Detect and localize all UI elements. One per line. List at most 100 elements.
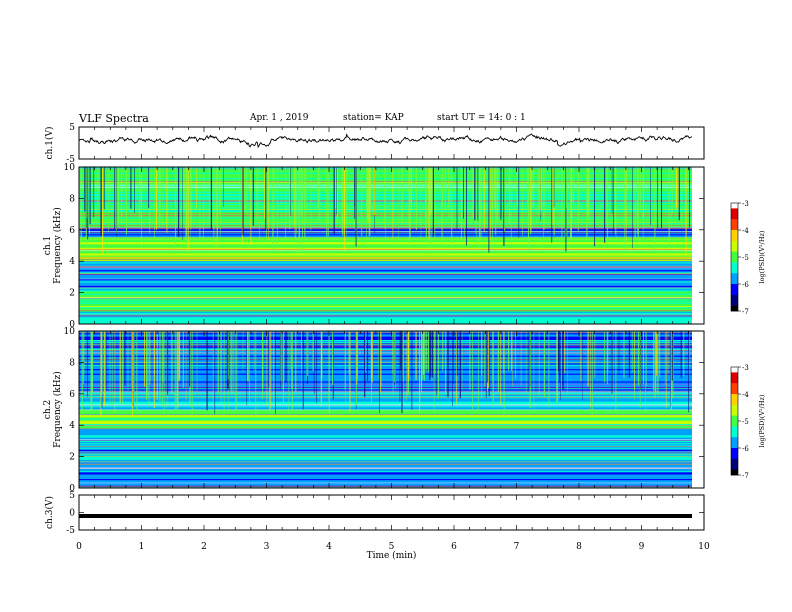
colorbar-segment <box>731 278 738 281</box>
colorbar-segment <box>731 203 738 206</box>
spectrogram-gap <box>692 331 704 488</box>
spectral-band <box>79 219 704 222</box>
spectral-band <box>79 204 704 206</box>
spectral-band <box>79 179 704 181</box>
spectral-band <box>79 271 704 273</box>
spectral-band <box>79 342 704 344</box>
spectral-band <box>79 187 704 189</box>
spectral-band <box>79 288 704 290</box>
spectral-band <box>79 430 704 433</box>
colorbar-segment <box>731 282 738 285</box>
colorbar-segment <box>731 266 738 269</box>
colorbar-segment <box>731 410 738 413</box>
colorbar-segment <box>731 451 738 454</box>
colorbar-segment <box>731 392 738 395</box>
spectral-band <box>79 389 704 391</box>
x-tick-label: 9 <box>639 542 645 552</box>
colorbar-tick-label: -7 <box>742 308 749 316</box>
spectral-band <box>79 174 704 177</box>
spectral-band <box>79 191 704 194</box>
spectral-band <box>79 480 704 482</box>
colorbar-segment <box>731 440 738 443</box>
spectral-band <box>79 190 704 193</box>
colorbar-segment <box>731 228 738 231</box>
spectral-band <box>79 196 704 198</box>
x-tick-label: 3 <box>264 542 270 552</box>
spectral-band <box>79 459 704 462</box>
colorbar-segment <box>731 446 738 449</box>
ch2-freq-tick-label: 4 <box>69 421 75 431</box>
colorbar-segment <box>731 467 738 470</box>
spectral-band <box>79 407 704 409</box>
spectral-band <box>79 408 704 410</box>
colorbar-segment <box>731 399 738 402</box>
spectral-band <box>79 202 704 205</box>
spectral-band <box>79 263 704 265</box>
spectral-band <box>79 282 704 285</box>
colorbar-segment <box>731 275 738 278</box>
colorbar-segment <box>731 469 738 472</box>
ch1-freq-ylabel: ch.1 <box>43 236 53 255</box>
spectral-band <box>79 299 704 301</box>
colorbar-segment <box>731 253 738 256</box>
colorbar-segment <box>731 226 738 229</box>
colorbar-segment <box>731 394 738 397</box>
spectral-band <box>79 243 704 245</box>
colorbar-segment <box>731 298 738 301</box>
spectral-band <box>79 338 704 341</box>
spectral-band <box>79 255 704 258</box>
spectral-band <box>79 180 704 182</box>
spectral-band <box>79 360 704 362</box>
colorbar-tick-label: -6 <box>742 445 749 453</box>
spectral-band <box>79 347 704 350</box>
spectral-band <box>79 474 704 477</box>
colorbar-tick-label: -4 <box>742 227 749 235</box>
spectral-band <box>79 214 704 216</box>
spectral-band <box>79 372 704 375</box>
spectral-band <box>79 195 704 197</box>
spectral-band <box>79 309 704 311</box>
colorbar-segment <box>731 406 738 409</box>
colorbar-segment <box>731 237 738 240</box>
colorbar-segment <box>731 435 738 438</box>
spectral-band <box>79 247 704 250</box>
spectral-band <box>79 468 704 471</box>
spectral-band <box>79 285 704 288</box>
ch1-freq-tick-label: 4 <box>69 257 75 267</box>
ch2-colorbar: -3 -4 -5 -6 -7 log(PSD)(V²/Hz) <box>730 364 766 480</box>
spectral-band <box>79 173 704 176</box>
colorbar-segment <box>731 267 738 270</box>
colorbar-segment <box>731 397 738 400</box>
start-time-label: start UT = 14: 0 : 1 <box>437 113 526 123</box>
spectral-band <box>79 417 704 419</box>
ch1-waveform <box>79 133 693 148</box>
spectral-band <box>79 456 704 459</box>
spectral-band <box>79 239 704 242</box>
spectral-band <box>79 201 704 204</box>
colorbar-segment <box>731 367 738 370</box>
spectral-band <box>79 411 704 414</box>
colorbar-segment <box>731 412 738 415</box>
spectral-band <box>79 310 704 313</box>
ch2-freq-ylabel: ch.2 <box>43 400 53 419</box>
colorbar-segment <box>731 460 738 463</box>
spectral-band <box>79 344 704 346</box>
spectral-band <box>79 365 704 368</box>
spectral-band <box>79 280 704 282</box>
spectral-band <box>79 302 704 305</box>
colorbar-segment <box>731 231 738 234</box>
colorbar-segment <box>731 242 738 245</box>
x-tick-label: 4 <box>326 542 332 552</box>
x-tick-label: 7 <box>514 542 520 552</box>
colorbar-segment <box>731 462 738 465</box>
spectral-band <box>79 192 704 195</box>
colorbar-label: log(PSD)(V²/Hz) <box>758 394 766 447</box>
ch3-wave-tick-label: -5 <box>66 526 75 536</box>
colorbar-tick-label: -3 <box>742 200 749 208</box>
spectral-band <box>79 178 704 180</box>
colorbar-segment <box>731 448 738 451</box>
spectral-band <box>79 375 704 378</box>
spectral-band <box>79 290 704 292</box>
spectral-band <box>79 245 704 248</box>
spectral-band <box>79 276 704 279</box>
